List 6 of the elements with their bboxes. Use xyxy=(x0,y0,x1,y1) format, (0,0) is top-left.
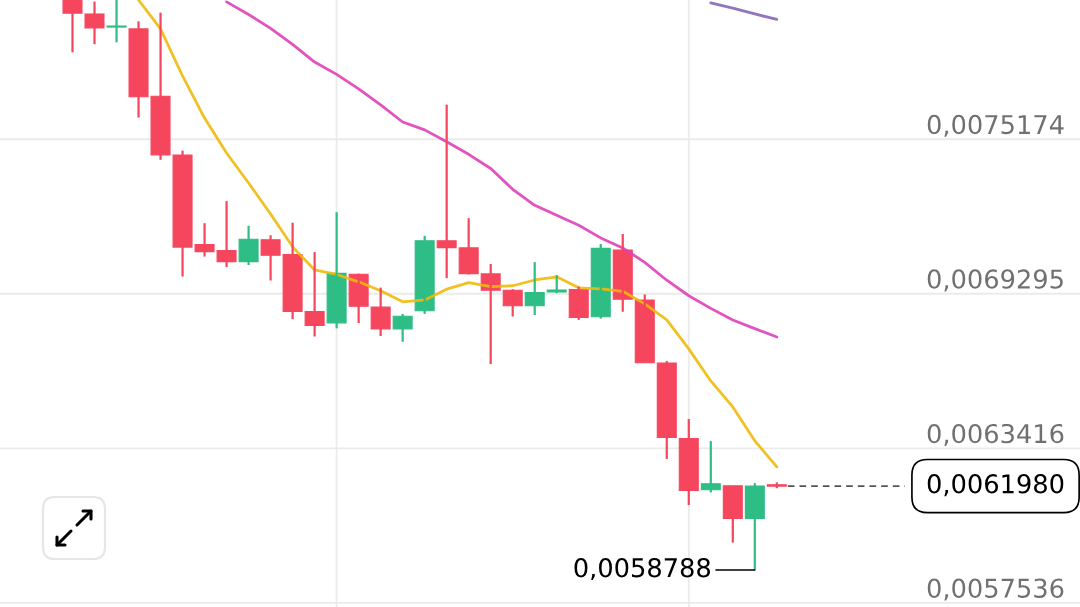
ref-line-label: 0,0061980 xyxy=(927,474,1064,497)
y-tick-label: 0,0069295 xyxy=(927,269,1063,292)
annotation: 0,0058788 xyxy=(574,558,710,581)
y-tick-label: 0,0063416 xyxy=(927,423,1064,446)
y-tick-label: 0,0075174 xyxy=(927,114,1064,137)
y-tick-label: 0,0057536 xyxy=(927,578,1064,601)
